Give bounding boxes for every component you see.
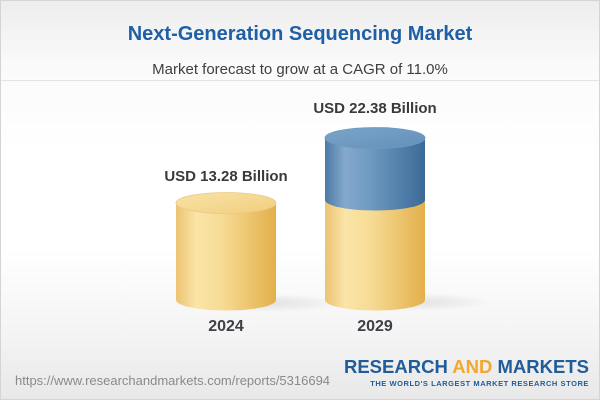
header-divider [1, 80, 599, 81]
page-title: Next-Generation Sequencing Market [127, 23, 473, 45]
category-label-2029: 2029 [357, 318, 393, 335]
logo-word-markets: MARKETS [497, 355, 589, 377]
research-and-markets-logo: RESEARCH AND MARKETS THE WORLD'S LARGEST… [343, 355, 589, 388]
report-url-link[interactable]: https://www.researchandmarkets.com/repor… [15, 373, 331, 388]
value-label-2029: USD 22.38 Billion [313, 100, 437, 117]
page-subtitle: Market forecast to grow at a CAGR of 11.… [152, 61, 448, 78]
logo-word-research: RESEARCH [343, 355, 448, 377]
bar-2029-base-segment [325, 200, 425, 311]
bar-2029-growth-segment [325, 138, 425, 211]
logo-tagline: THE WORLD'S LARGEST MARKET RESEARCH STOR… [370, 379, 589, 388]
logo-wordmark: RESEARCH AND MARKETS [343, 355, 589, 377]
category-label-2024: 2024 [208, 318, 244, 335]
bar-2024-cylinder-top [175, 192, 277, 214]
logo-word-and: AND [452, 355, 493, 377]
bar-2029-cylinder-top [324, 127, 426, 149]
bar-2024-cylinder-body [176, 203, 276, 311]
value-label-2024: USD 13.28 Billion [164, 168, 288, 185]
